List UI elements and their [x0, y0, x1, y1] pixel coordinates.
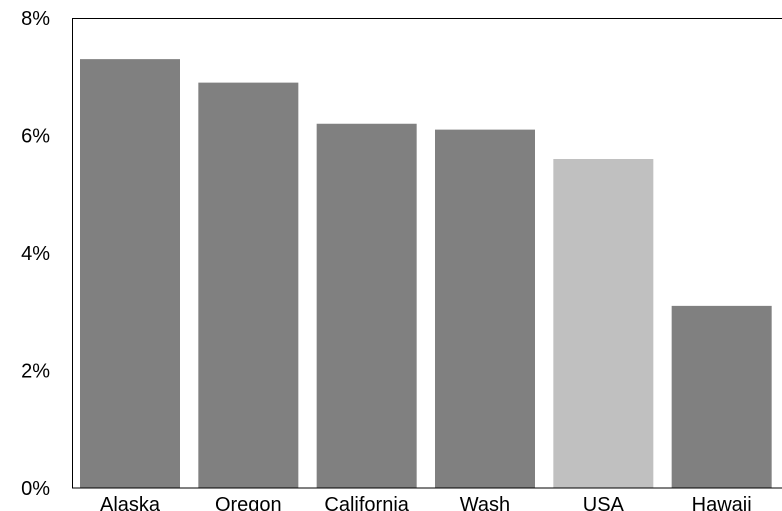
- bar-hawaii: [671, 305, 772, 488]
- y-tick-label: 0%: [21, 478, 50, 500]
- x-axis-category-labels: Alaska Oregon California Wash USA Hawaii: [100, 494, 752, 511]
- bars: [80, 59, 772, 488]
- y-tick-label: 6%: [21, 126, 50, 148]
- x-tick-label: Wash: [460, 494, 510, 511]
- bar-usa: [553, 159, 654, 488]
- x-tick-label: USA: [583, 494, 625, 511]
- y-axis-tick-labels: 0% 2% 4% 6% 8%: [21, 8, 50, 500]
- bar-oregon: [198, 82, 299, 488]
- y-tick-label: 2%: [21, 361, 50, 383]
- plot-area-frame: [72, 18, 782, 489]
- x-tick-label: Hawaii: [692, 494, 752, 511]
- bar-california: [316, 123, 417, 488]
- bar-wash: [435, 129, 535, 488]
- x-tick-label: California: [324, 494, 409, 511]
- x-tick-label: Alaska: [100, 494, 161, 511]
- bar-alaska: [80, 59, 180, 488]
- x-tick-label: Oregon: [215, 494, 282, 511]
- y-tick-label: 8%: [21, 8, 50, 30]
- y-tick-label: 4%: [21, 243, 50, 265]
